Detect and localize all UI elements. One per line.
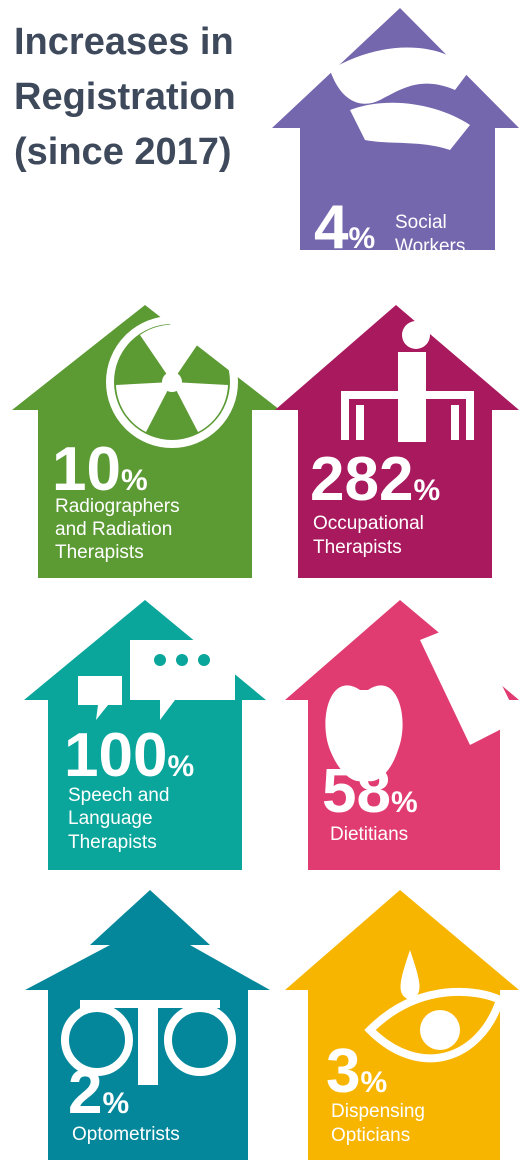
stat: 10% [52,435,148,504]
stat-label: Speech and [68,785,169,806]
speech-dot [198,654,210,666]
speech-icon [78,676,122,720]
speech-dot [154,654,166,666]
stat-label: and Radiation [55,519,172,540]
stat-unit: % [167,750,194,783]
stat-value: 2 [68,1058,102,1127]
clipboard-icon [420,620,519,745]
stat: 282% [310,445,440,514]
stat-label: Workers [395,236,465,257]
apple-icon [325,685,403,782]
house [25,890,270,1160]
house-shape [285,890,519,1160]
houses [12,8,519,1160]
stat-label: Social [395,212,447,233]
stat-label: Language [68,808,153,829]
radiation-icon [116,324,228,432]
stat: 4% [314,193,375,262]
stat-label: Radiographers [55,496,180,517]
house [272,8,519,250]
walker-icon [402,321,430,349]
stat-value: 100 [64,721,167,790]
house [285,600,519,870]
drop-icon [400,950,420,1000]
eye-icon [364,987,505,1063]
stat: 58% [322,757,418,826]
house [285,890,519,1160]
title-line: (since 2017) [14,131,232,173]
title-line: Registration [14,76,236,118]
stat-value: 10 [52,435,121,504]
stat-label: Dietitians [330,824,408,845]
glasses-icon [80,1000,220,1008]
title-line: Increases in [14,21,234,63]
eye-icon [420,1010,460,1050]
stat-label: Therapists [313,537,402,558]
stat-label: Therapists [68,832,157,853]
stat-label: Therapists [55,542,144,563]
stat-unit: % [348,222,375,255]
hands-icon [330,47,470,150]
stat-label: Dispensing [331,1101,425,1122]
stat-label: Opticians [331,1125,410,1146]
house [275,305,519,578]
stat-value: 4 [314,193,349,262]
radiation-icon [106,316,238,448]
stat: 2% [68,1058,129,1127]
stat: 3% [326,1037,387,1106]
house [24,600,266,870]
stat-unit: % [391,786,418,819]
stat-value: 282 [310,445,413,514]
house-shape [275,305,519,578]
walker-icon [398,352,426,442]
house [12,305,280,578]
stat-value: 58 [322,757,391,826]
stat-unit: % [102,1087,129,1120]
stat-unit: % [360,1066,387,1099]
glasses-icon [138,1005,158,1085]
stat-unit: % [121,464,148,497]
speech-dot [176,654,188,666]
stat-label: Optometrists [72,1124,180,1145]
stat-value: 3 [326,1037,360,1106]
stat-unit: % [413,474,440,507]
stat: 100% [64,721,194,790]
stat-label: Occupational [313,513,424,534]
